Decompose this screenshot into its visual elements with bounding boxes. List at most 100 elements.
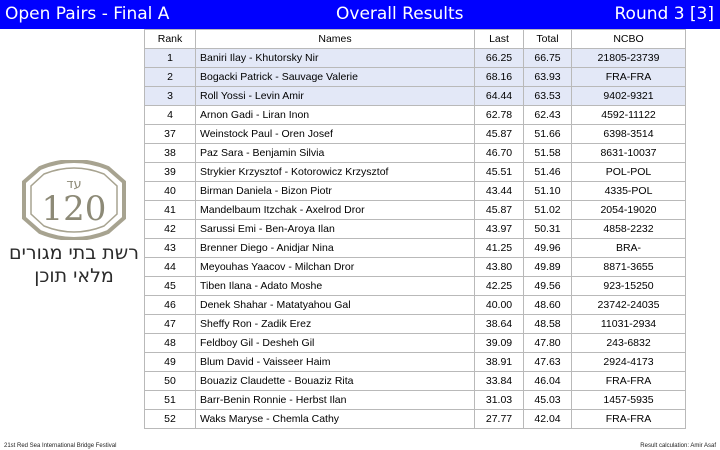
- table-row: 48 Feldboy Gil - Desheh Gil 39.09 47.80 243-…: [144, 333, 686, 353]
- table-row: 52 Waks Maryse - Chemla Cathy 27.77 42.04 FR…: [144, 409, 686, 429]
- table-row: 39 Strykier Krzysztof - Kotorowicz Krzysz…: [144, 162, 686, 182]
- total-score-cell: 51.10: [523, 181, 572, 201]
- footer-calculation: Result calculation: Amir Asaf: [640, 443, 716, 449]
- col-header-total: Total: [523, 29, 572, 49]
- total-score-cell: 50.31: [523, 219, 572, 239]
- sponsor-logo: עד 120 רשת בתי מגורים מלאי תוכן: [6, 160, 142, 290]
- ncbo-cell: 21805-23739: [571, 48, 686, 68]
- last-score-cell: 45.51: [474, 162, 524, 182]
- names-cell: Denek Shahar - Matatyahou Gal: [195, 295, 475, 315]
- total-score-cell: 63.53: [523, 86, 572, 106]
- names-cell: Tiben Ilana - Adato Moshe: [195, 276, 475, 296]
- badge-icon: עד 120: [22, 160, 126, 240]
- names-cell: Waks Maryse - Chemla Cathy: [195, 409, 475, 429]
- names-cell: Paz Sara - Benjamin Silvia: [195, 143, 475, 163]
- names-cell: Blum David - Vaisseer Haim: [195, 352, 475, 372]
- title-bar: Open Pairs - Final A Overall Results Rou…: [0, 0, 720, 29]
- rank-cell: 47: [144, 314, 196, 334]
- ncbo-cell: 243-6832: [571, 333, 686, 353]
- table-row: 43 Brenner Diego - Anidjar Nina 41.25 49.96…: [144, 238, 686, 258]
- total-score-cell: 51.02: [523, 200, 572, 220]
- ncbo-cell: 23742-24035: [571, 295, 686, 315]
- rank-cell: 51: [144, 390, 196, 410]
- ncbo-cell: BRA-: [571, 238, 686, 258]
- ncbo-cell: FRA-FRA: [571, 67, 686, 87]
- last-score-cell: 66.25: [474, 48, 524, 68]
- total-score-cell: 42.04: [523, 409, 572, 429]
- last-score-cell: 38.91: [474, 352, 524, 372]
- last-score-cell: 31.03: [474, 390, 524, 410]
- last-score-cell: 64.44: [474, 86, 524, 106]
- table-body: 1 Baniri Ilay - Khutorsky Nir 66.25 66.75 21…: [144, 48, 686, 429]
- rank-cell: 39: [144, 162, 196, 182]
- ncbo-cell: 4592-11122: [571, 105, 686, 125]
- total-score-cell: 49.56: [523, 276, 572, 296]
- table-row: 2 Bogacki Patrick - Sauvage Valerie 68.16 6…: [144, 67, 686, 87]
- rank-cell: 1: [144, 48, 196, 68]
- names-cell: Sheffy Ron - Zadik Erez: [195, 314, 475, 334]
- badge-number: 120: [42, 189, 107, 229]
- total-score-cell: 47.63: [523, 352, 572, 372]
- names-cell: Bogacki Patrick - Sauvage Valerie: [195, 67, 475, 87]
- total-score-cell: 51.46: [523, 162, 572, 182]
- names-cell: Weinstock Paul - Oren Josef: [195, 124, 475, 144]
- ncbo-cell: 2054-19020: [571, 200, 686, 220]
- ncbo-cell: 4335-POL: [571, 181, 686, 201]
- results-title: Overall Results: [336, 4, 464, 24]
- names-cell: Baniri Ilay - Khutorsky Nir: [195, 48, 475, 68]
- ncbo-cell: 9402-9321: [571, 86, 686, 106]
- total-score-cell: 48.60: [523, 295, 572, 315]
- names-cell: Strykier Krzysztof - Kotorowicz Krzyszto…: [195, 162, 475, 182]
- col-header-last: Last: [474, 29, 524, 49]
- rank-cell: 41: [144, 200, 196, 220]
- last-score-cell: 68.16: [474, 67, 524, 87]
- names-cell: Roll Yossi - Levin Amir: [195, 86, 475, 106]
- total-score-cell: 48.58: [523, 314, 572, 334]
- last-score-cell: 45.87: [474, 124, 524, 144]
- badge-top-text: עד: [66, 177, 81, 192]
- rank-cell: 46: [144, 295, 196, 315]
- table-row: 4 Arnon Gadi - Liran Inon 62.78 62.43 4592-1…: [144, 105, 686, 125]
- table-header-row: Rank Names Last Total NCBO: [144, 29, 686, 49]
- rank-cell: 52: [144, 409, 196, 429]
- rank-cell: 49: [144, 352, 196, 372]
- ncbo-cell: FRA-FRA: [571, 409, 686, 429]
- last-score-cell: 43.97: [474, 219, 524, 239]
- last-score-cell: 43.44: [474, 181, 524, 201]
- total-score-cell: 45.03: [523, 390, 572, 410]
- ncbo-cell: 4858-2232: [571, 219, 686, 239]
- ncbo-cell: 1457-5935: [571, 390, 686, 410]
- total-score-cell: 63.93: [523, 67, 572, 87]
- table-row: 38 Paz Sara - Benjamin Silvia 46.70 51.58 86…: [144, 143, 686, 163]
- last-score-cell: 39.09: [474, 333, 524, 353]
- results-table: Rank Names Last Total NCBO 1 Baniri Ilay …: [144, 29, 686, 429]
- ncbo-cell: 923-15250: [571, 276, 686, 296]
- last-score-cell: 43.80: [474, 257, 524, 277]
- names-cell: Bouaziz Claudette - Bouaziz Rita: [195, 371, 475, 391]
- ncbo-cell: 11031-2934: [571, 314, 686, 334]
- table-row: 40 Birman Daniela - Bizon Piotr 43.44 51.10…: [144, 181, 686, 201]
- total-score-cell: 51.66: [523, 124, 572, 144]
- table-row: 42 Sarussi Emi - Ben-Aroya Ilan 43.97 50.31…: [144, 219, 686, 239]
- total-score-cell: 46.04: [523, 371, 572, 391]
- table-row: 3 Roll Yossi - Levin Amir 64.44 63.53 9402-9…: [144, 86, 686, 106]
- table-row: 1 Baniri Ilay - Khutorsky Nir 66.25 66.75 21…: [144, 48, 686, 68]
- table-row: 37 Weinstock Paul - Oren Josef 45.87 51.66 6…: [144, 124, 686, 144]
- names-cell: Birman Daniela - Bizon Piotr: [195, 181, 475, 201]
- col-header-names: Names: [195, 29, 475, 49]
- round-title: Round 3 [3]: [614, 4, 715, 24]
- names-cell: Arnon Gadi - Liran Inon: [195, 105, 475, 125]
- last-score-cell: 62.78: [474, 105, 524, 125]
- total-score-cell: 49.96: [523, 238, 572, 258]
- rank-cell: 4: [144, 105, 196, 125]
- total-score-cell: 51.58: [523, 143, 572, 163]
- names-cell: Mandelbaum Itzchak - Axelrod Dror: [195, 200, 475, 220]
- rank-cell: 50: [144, 371, 196, 391]
- col-header-ncbo: NCBO: [571, 29, 686, 49]
- rank-cell: 48: [144, 333, 196, 353]
- names-cell: Sarussi Emi - Ben-Aroya Ilan: [195, 219, 475, 239]
- table-row: 51 Barr-Benin Ronnie - Herbst Ilan 31.03 45…: [144, 390, 686, 410]
- total-score-cell: 47.80: [523, 333, 572, 353]
- table-row: 47 Sheffy Ron - Zadik Erez 38.64 48.58 11031…: [144, 314, 686, 334]
- total-score-cell: 49.89: [523, 257, 572, 277]
